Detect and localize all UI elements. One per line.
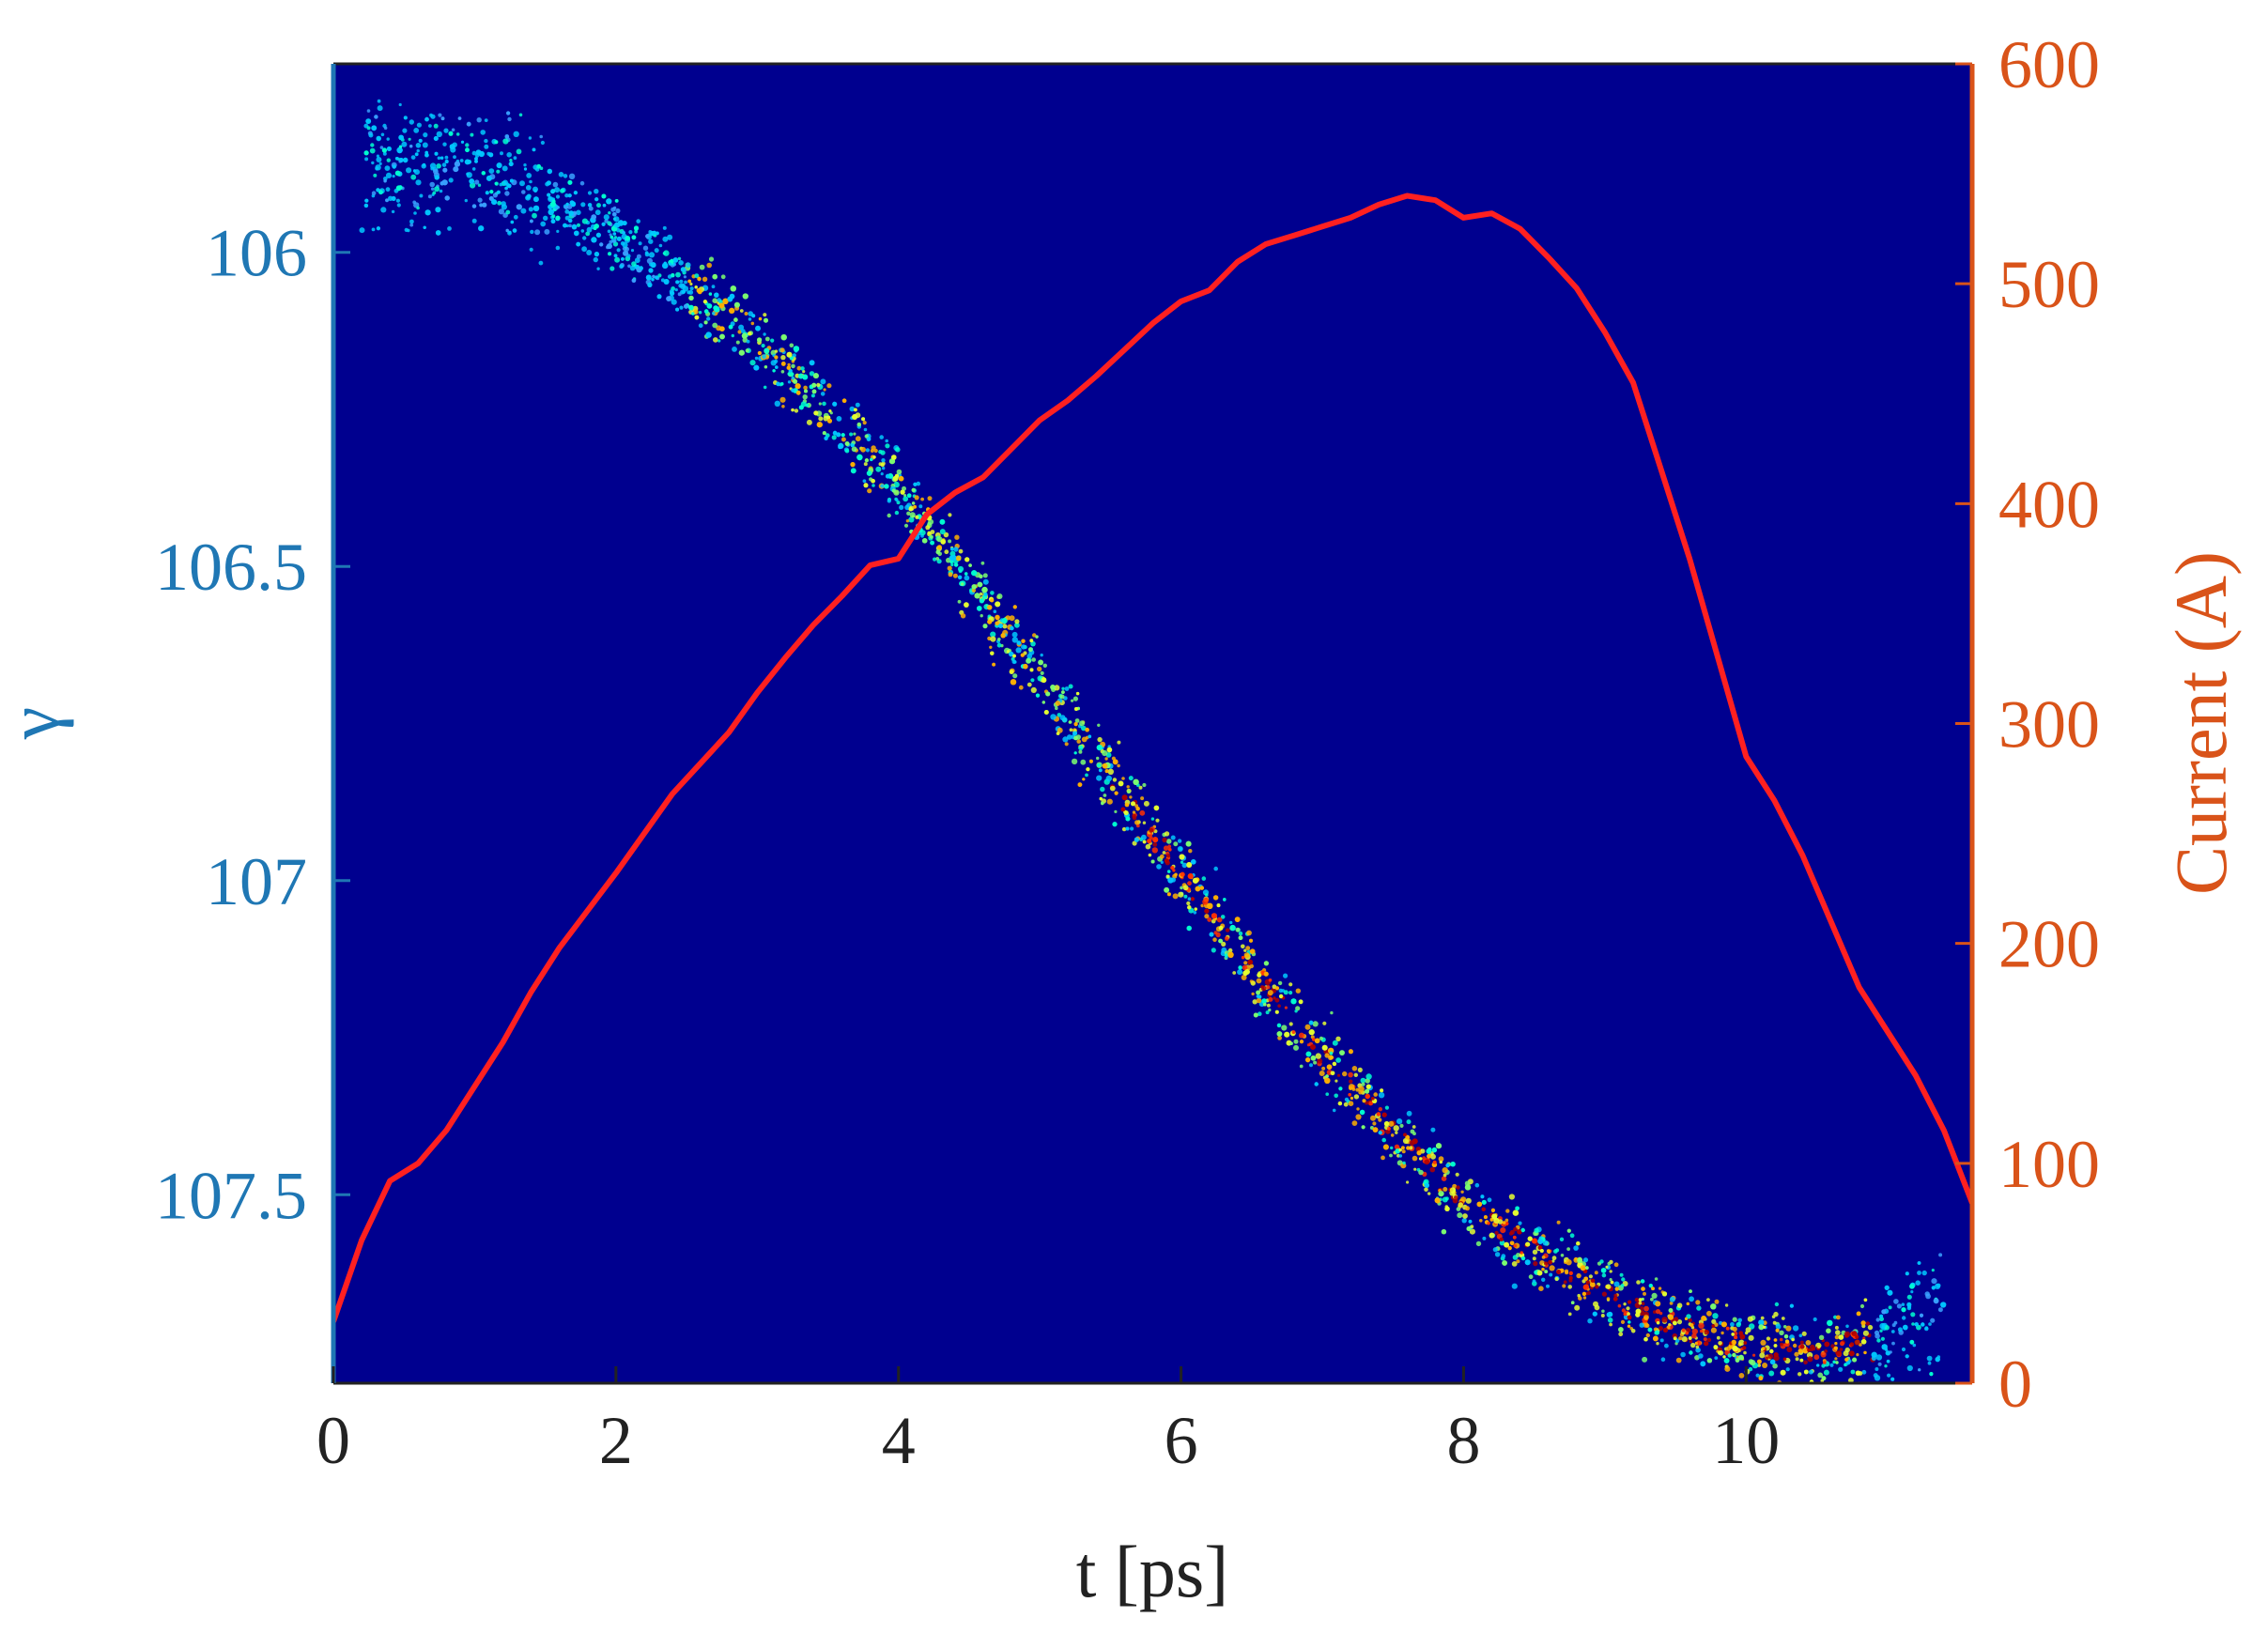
x-axis-label: t [ps]: [1076, 1531, 1228, 1612]
x-tick-label: 10: [1712, 1403, 1780, 1478]
right-tick-label: 500: [1998, 247, 2100, 322]
right-tick-label: 100: [1998, 1127, 2100, 1202]
right-tick-label: 600: [1998, 27, 2100, 102]
plot-background: [333, 64, 1972, 1383]
axis-labels: t [ps] γ Current (A): [0, 551, 2242, 1612]
right-tick-label: 400: [1998, 467, 2100, 542]
left-tick-label: 107.5: [155, 1158, 307, 1233]
left-tick-label: 106: [206, 216, 307, 291]
x-tick-label: 4: [882, 1403, 916, 1478]
left-axis-label: γ: [0, 707, 74, 740]
current-line: [333, 193, 1972, 1323]
right-tick-label: 300: [1998, 687, 2100, 763]
left-tick-label: 106.5: [155, 530, 307, 605]
right-tick-label: 200: [1998, 907, 2100, 982]
x-tick-label: 0: [316, 1403, 350, 1478]
x-tick-label: 2: [599, 1403, 633, 1478]
right-tick-label: 0: [1998, 1347, 2032, 1422]
axes: 0 2 4 6 8 10 106 106.5 107 107.5 0 100 200 300 400 500 6…: [155, 27, 2100, 1478]
right-axis-label: Current (A): [2160, 551, 2242, 895]
phase-space-density: [359, 99, 1947, 1383]
left-tick-label: 107: [206, 844, 307, 919]
x-tick-label: 6: [1165, 1403, 1198, 1478]
current-series: [333, 193, 1972, 1323]
x-tick-label: 8: [1446, 1403, 1480, 1478]
